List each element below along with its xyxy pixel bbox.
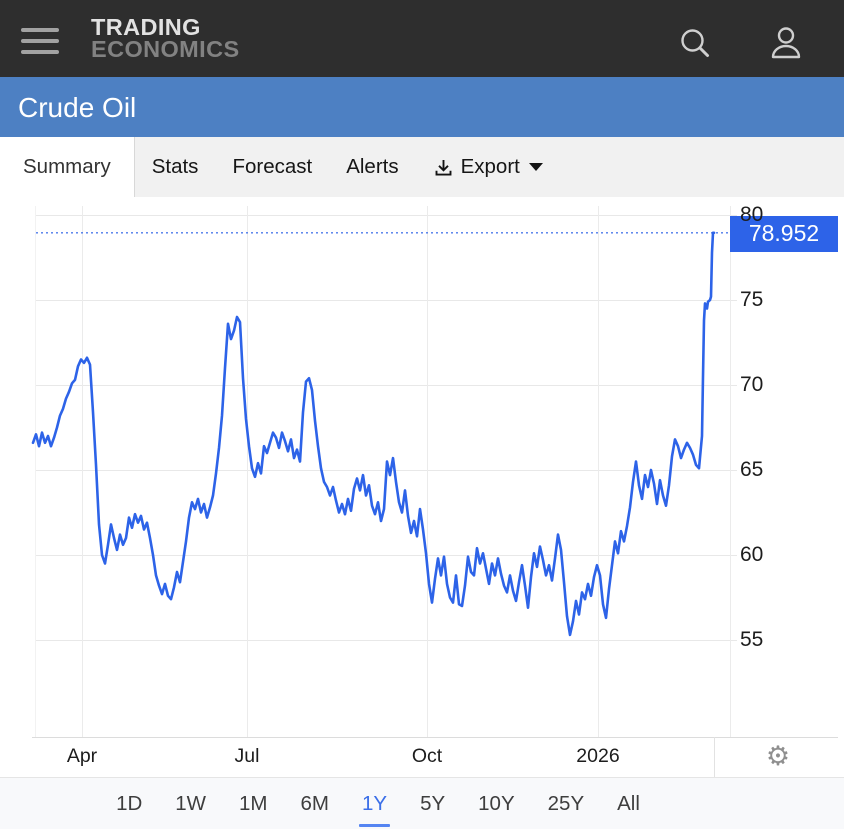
x-axis-tick: 2026: [576, 745, 620, 767]
tab-forecast[interactable]: Forecast: [215, 137, 329, 197]
x-axis: Apr Jul Oct 2026: [0, 737, 714, 777]
y-axis-tick: 55: [740, 628, 764, 651]
y-axis-tick: 75: [740, 288, 764, 311]
axis-gear-divider: [714, 737, 715, 777]
current-price-badge: 78.952: [730, 215, 838, 252]
menu-button[interactable]: [21, 28, 61, 54]
tab-alerts[interactable]: Alerts: [329, 137, 415, 197]
range-10y[interactable]: 10Y: [478, 791, 515, 815]
user-icon: [771, 27, 801, 59]
chart-card: 78.952 80 75 70 65 60 55 Apr Jul Oct 202…: [0, 197, 844, 777]
x-axis-tick: Apr: [66, 745, 98, 767]
trading-economics-logo[interactable]: TRADING ECONOMICS: [91, 14, 240, 62]
range-1y[interactable]: 1Y: [358, 791, 391, 827]
y-axis-tick: 65: [740, 458, 764, 481]
page-title: Crude Oil: [18, 92, 137, 123]
tab-summary[interactable]: Summary: [0, 137, 135, 197]
x-axis-tick: Oct: [411, 745, 443, 767]
instrument-banner: Crude Oil: [0, 77, 844, 137]
tab-export[interactable]: Export: [416, 137, 560, 197]
y-axis-tick: 80: [740, 206, 764, 226]
y-axis: 80 75 70 65 60 55: [740, 206, 840, 737]
account-button[interactable]: [767, 24, 805, 62]
hamburger-icon: [21, 28, 59, 32]
logo-line-1: TRADING: [91, 14, 201, 40]
tab-export-label: Export: [460, 155, 520, 178]
price-chart[interactable]: [0, 197, 844, 777]
download-icon: [435, 159, 452, 176]
y-axis-tick: 70: [740, 373, 764, 396]
chevron-down-icon: [528, 163, 543, 171]
chart-settings-button[interactable]: ⚙: [759, 740, 797, 774]
gear-icon: ⚙: [765, 741, 791, 772]
tab-stats[interactable]: Stats: [135, 137, 216, 197]
tab-bar: Summary Stats Forecast Alerts Export: [0, 137, 844, 197]
range-selector: 1D 1W 1M 6M 1Y 5Y 10Y 25Y All: [0, 777, 844, 829]
range-6m[interactable]: 6M: [300, 791, 329, 815]
y-axis-tick: 60: [740, 543, 764, 566]
search-icon: [681, 29, 709, 57]
range-all[interactable]: All: [617, 791, 640, 815]
range-1m[interactable]: 1M: [239, 791, 268, 815]
range-1d[interactable]: 1D: [116, 791, 143, 815]
app-header: TRADING ECONOMICS: [0, 0, 844, 77]
logo-line-2: ECONOMICS: [91, 36, 240, 62]
search-button[interactable]: [677, 26, 713, 62]
range-1w[interactable]: 1W: [175, 791, 207, 815]
range-5y[interactable]: 5Y: [420, 791, 446, 815]
x-axis-tick: Jul: [234, 745, 260, 767]
range-25y[interactable]: 25Y: [547, 791, 585, 815]
